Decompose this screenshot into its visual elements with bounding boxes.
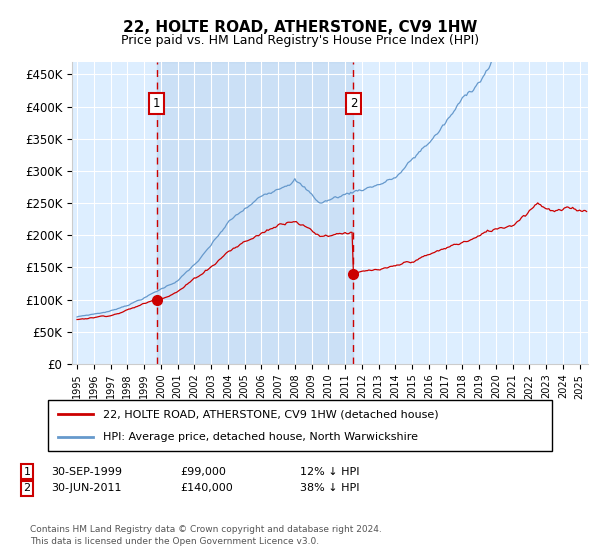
FancyBboxPatch shape	[48, 400, 552, 451]
Text: HPI: Average price, detached house, North Warwickshire: HPI: Average price, detached house, Nort…	[103, 432, 418, 442]
Text: 30-JUN-2011: 30-JUN-2011	[51, 483, 121, 493]
Text: 1: 1	[153, 97, 160, 110]
Text: 38% ↓ HPI: 38% ↓ HPI	[300, 483, 359, 493]
Text: 22, HOLTE ROAD, ATHERSTONE, CV9 1HW (detached house): 22, HOLTE ROAD, ATHERSTONE, CV9 1HW (det…	[103, 409, 439, 419]
Text: 2: 2	[23, 483, 31, 493]
Bar	[157, 62, 353, 364]
Text: Contains HM Land Registry data © Crown copyright and database right 2024.
This d: Contains HM Land Registry data © Crown c…	[30, 525, 382, 546]
Text: 1: 1	[23, 466, 31, 477]
Text: 12% ↓ HPI: 12% ↓ HPI	[300, 466, 359, 477]
Text: 22, HOLTE ROAD, ATHERSTONE, CV9 1HW: 22, HOLTE ROAD, ATHERSTONE, CV9 1HW	[123, 20, 477, 35]
Text: £140,000: £140,000	[180, 483, 233, 493]
Text: 2: 2	[350, 97, 357, 110]
Text: £99,000: £99,000	[180, 466, 226, 477]
Text: Price paid vs. HM Land Registry's House Price Index (HPI): Price paid vs. HM Land Registry's House …	[121, 34, 479, 46]
Text: 30-SEP-1999: 30-SEP-1999	[51, 466, 122, 477]
